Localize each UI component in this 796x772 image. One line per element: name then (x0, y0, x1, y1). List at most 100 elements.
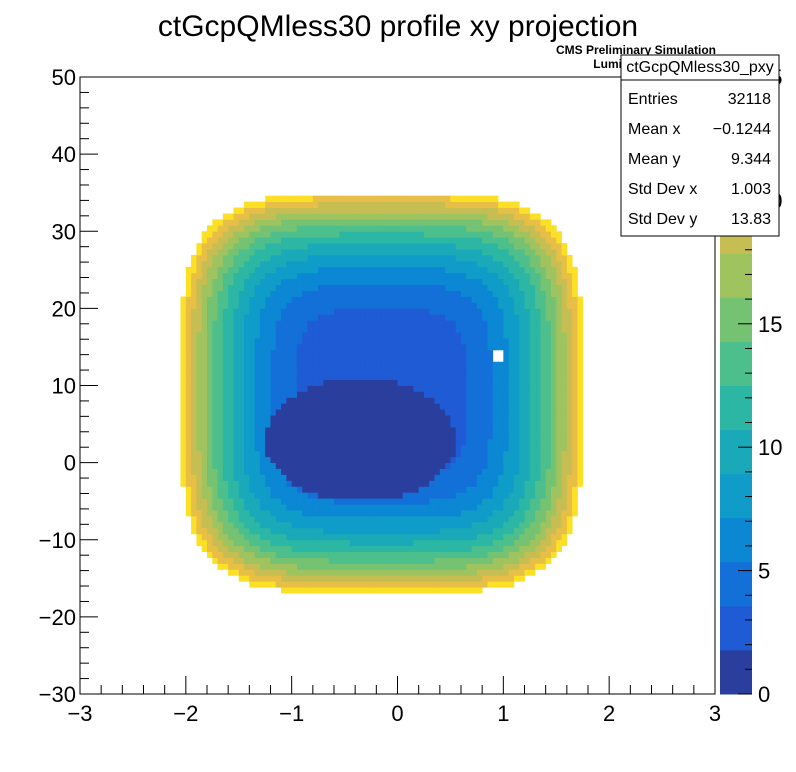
heatmap-cell (228, 308, 234, 315)
heatmap-cell (476, 314, 483, 321)
heatmap-cell (434, 474, 441, 481)
heatmap-cell (471, 438, 478, 446)
heatmap-cell (487, 545, 494, 553)
heatmap-cell (344, 438, 351, 446)
heatmap-cell (545, 385, 552, 392)
heatmap-cell (508, 237, 515, 244)
heatmap-cell (185, 296, 192, 303)
heatmap-cell (233, 343, 240, 351)
heatmap-cell (524, 510, 531, 517)
heatmap-cell (212, 266, 218, 274)
heatmap-cell (307, 225, 314, 232)
heatmap-cell (222, 254, 229, 262)
heatmap-cell (519, 527, 525, 535)
heatmap-cell (402, 373, 409, 380)
heatmap-cell (386, 314, 393, 321)
heatmap-cell (545, 545, 552, 553)
heatmap-cell (185, 474, 192, 481)
heatmap-cell (386, 367, 393, 375)
heatmap-cell (434, 569, 441, 576)
heatmap-cell (429, 379, 435, 386)
heatmap-cell (339, 254, 345, 262)
heatmap-cell (529, 249, 536, 256)
heatmap-cell (402, 427, 409, 434)
heatmap-cell (487, 527, 494, 535)
heatmap-cell (550, 533, 557, 541)
heatmap-cell (302, 349, 308, 357)
heatmap-cell (238, 326, 245, 333)
heatmap-cell (291, 249, 298, 256)
heatmap-cell (492, 444, 499, 452)
heatmap-cell (408, 421, 414, 428)
heatmap-cell (212, 521, 218, 529)
heatmap-cell (550, 427, 557, 434)
heatmap-cell (524, 498, 531, 505)
heatmap-cell (196, 373, 203, 380)
heatmap-cell (498, 486, 504, 493)
heatmap-cell (476, 349, 483, 357)
heatmap-cell (323, 243, 330, 250)
heatmap-cell (418, 516, 425, 523)
heatmap-cell (275, 427, 282, 434)
heatmap-cell (524, 551, 531, 558)
heatmap-cell (386, 474, 393, 481)
heatmap-cell (265, 195, 271, 202)
heatmap-cell (371, 219, 377, 226)
heatmap-cell (365, 521, 372, 529)
heatmap-cell (561, 326, 568, 333)
heatmap-cell (217, 516, 224, 523)
heatmap-cell (259, 557, 266, 564)
y-tick-label: 10 (52, 374, 76, 399)
heatmap-cell (307, 456, 314, 464)
heatmap-cell (455, 237, 462, 244)
heatmap-cell (365, 349, 372, 357)
heatmap-cell (307, 391, 314, 398)
heatmap-cell (244, 415, 250, 422)
heatmap-cell (524, 326, 531, 333)
heatmap-cell (244, 551, 250, 558)
heatmap-cell (550, 237, 557, 244)
heatmap-cell (201, 367, 208, 375)
heatmap-cell (471, 587, 478, 594)
heatmap-cell (508, 219, 515, 226)
heatmap-cell (519, 308, 525, 315)
heatmap-cell (244, 462, 250, 469)
heatmap-cell (291, 581, 298, 588)
heatmap-cell (476, 290, 483, 297)
heatmap-cell (360, 444, 367, 452)
heatmap-cell (386, 551, 393, 558)
heatmap-cell (376, 266, 383, 274)
heatmap-cell (439, 332, 446, 339)
heatmap-cell (371, 480, 377, 487)
heatmap-cell (550, 260, 557, 268)
heatmap-cell (191, 373, 197, 380)
heatmap-cell (180, 385, 187, 392)
heatmap-cell (556, 504, 562, 511)
heatmap-cell (328, 237, 335, 244)
heatmap-cell (217, 486, 224, 493)
heatmap-cell (312, 551, 319, 558)
heatmap-cell (355, 551, 361, 558)
heatmap-cell (408, 320, 414, 327)
heatmap-cell (233, 320, 240, 327)
heatmap-cell (540, 397, 547, 404)
heatmap-cell (323, 219, 330, 226)
heatmap-cell (487, 219, 494, 226)
heatmap-cell (222, 563, 229, 570)
heatmap-cell (212, 527, 218, 535)
heatmap-cell (302, 557, 308, 564)
heatmap-cell (498, 444, 504, 452)
heatmap-cell (487, 486, 494, 493)
heatmap-cell (423, 231, 430, 238)
heatmap-cell (207, 432, 213, 440)
heatmap-cell (397, 266, 404, 274)
heatmap-cell (392, 587, 398, 594)
heatmap-cell (349, 391, 356, 398)
heatmap-cell (466, 539, 472, 547)
heatmap-cell (439, 498, 446, 505)
heatmap-cell (180, 432, 187, 440)
heatmap-cell (535, 557, 541, 564)
heatmap-cell (461, 284, 467, 291)
heatmap-cell (360, 326, 367, 333)
heatmap-cell (249, 272, 256, 280)
